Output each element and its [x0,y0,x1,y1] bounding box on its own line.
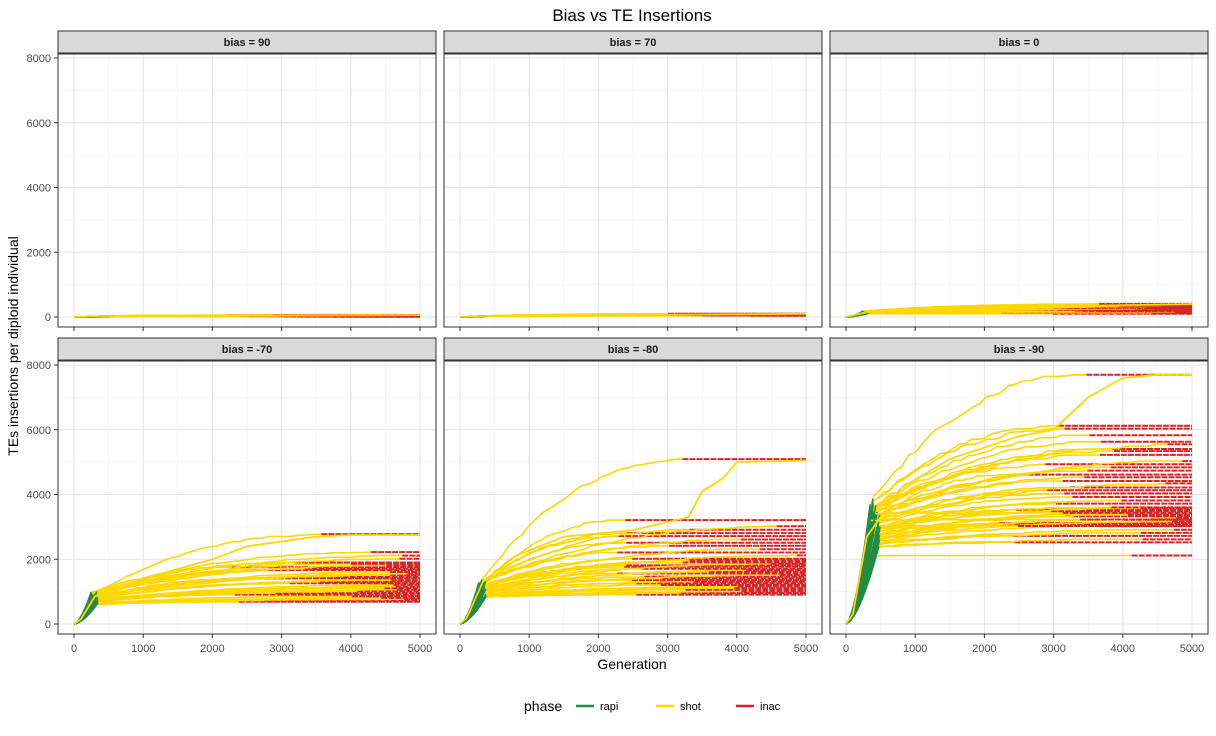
y-tick-label: 2000 [27,554,51,566]
x-tick-label: 3000 [269,643,293,655]
facet-strip-label: bias = -70 [222,344,272,356]
y-tick-label: 4000 [27,490,51,502]
series-line-shot [880,526,1018,527]
panel-4: bias = -70 0 2000 4000 6000 8000 0 1000 2000 3000… [27,338,436,655]
panel-3: bias = 0 [830,31,1208,331]
x-tick-label: 2000 [586,643,610,655]
legend-title: phase [524,698,562,714]
x-tick-label: 4000 [1111,643,1135,655]
x-tick-label: 2000 [972,643,996,655]
x-tick-label: 3000 [655,643,679,655]
series-line-shot [874,556,1132,557]
legend-label-shot: shot [680,701,701,713]
x-tick-label: 0 [843,643,849,655]
x-tick-label: 5000 [794,643,818,655]
panels-group: bias = 90 0 2000 4000 6000 8000 bias = 70 bias … [27,31,1208,655]
x-tick-label: 0 [457,643,463,655]
facet-strip-label: bias = 70 [610,37,657,49]
y-tick-label: 4000 [27,183,51,195]
facet-strip-label: bias = -80 [608,344,658,356]
x-tick-label: 1000 [517,643,541,655]
legend: phase rapi shot inac [524,698,781,714]
facet-strip-label: bias = 90 [224,37,271,49]
x-tick-label: 5000 [1180,643,1204,655]
legend-label-inac: inac [760,701,781,713]
x-tick-label: 1000 [131,643,155,655]
y-tick-label: 2000 [27,247,51,259]
x-tick-label: 2000 [200,643,224,655]
x-tick-label: 1000 [903,643,927,655]
x-axis-title: Generation [597,656,666,672]
y-axis-title: TEs insertions per diploid individual [5,236,21,455]
facet-strip-label: bias = -90 [994,344,1044,356]
y-tick-label: 6000 [27,118,51,130]
y-tick-label: 6000 [27,425,51,437]
y-tick-label: 8000 [27,53,51,65]
series-lines [74,315,420,317]
facet-strip-label: bias = 0 [999,37,1040,49]
series-line-shot [870,520,1080,521]
x-tick-label: 5000 [408,643,432,655]
y-tick-label: 0 [45,619,51,631]
x-tick-label: 3000 [1041,643,1065,655]
x-tick-label: 4000 [339,643,363,655]
panel-2: bias = 70 [444,31,822,331]
panel-1: bias = 90 0 2000 4000 6000 8000 [27,31,436,331]
x-tick-label: 0 [71,643,77,655]
y-tick-label: 8000 [27,360,51,372]
panel-6: bias = -90 0 1000 2000 3000 4000 5000 [830,338,1208,655]
chart-title: Bias vs TE Insertions [552,6,711,25]
x-tick-label: 4000 [725,643,749,655]
panel-5: bias = -80 0 1000 2000 3000 4000 5000 [444,338,822,655]
legend-label-rapi: rapi [600,701,618,713]
y-tick-label: 0 [45,312,51,324]
